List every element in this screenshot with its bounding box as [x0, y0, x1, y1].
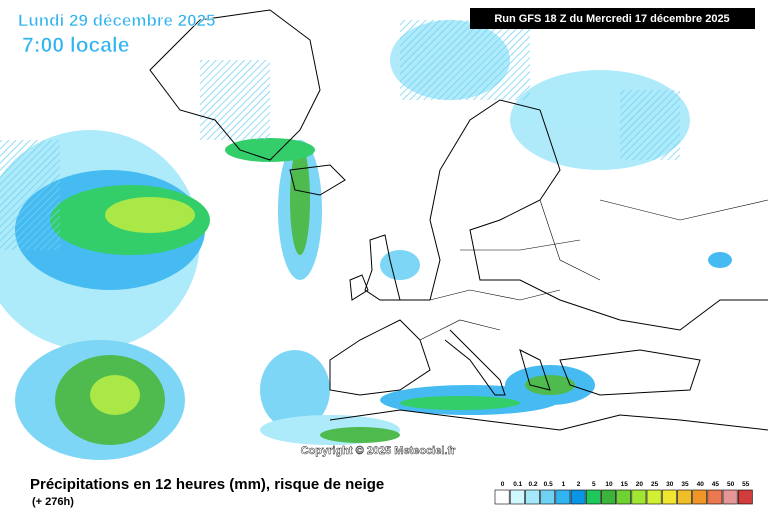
legend-swatch	[661, 489, 677, 505]
legend-swatch	[737, 489, 753, 505]
legend-swatch	[570, 489, 586, 505]
legend-swatch	[677, 489, 692, 505]
legend-label: 1	[562, 481, 566, 488]
legend-swatch	[707, 489, 723, 505]
legend-label: 20	[636, 481, 644, 488]
legend-label: 45	[712, 481, 720, 488]
legend-label: 35	[681, 481, 689, 488]
legend-swatch	[646, 489, 662, 505]
legend-label: 25	[651, 481, 659, 488]
forecast-time: 7:00 locale	[22, 34, 129, 57]
legend-swatch	[585, 489, 601, 505]
legend-label: 5	[592, 481, 596, 488]
legend-label: 15	[621, 481, 629, 488]
legend: 0 0.1 0.2 0.5 1 2 5 10 15 20 25 30 35 40 45 50 55	[494, 481, 753, 505]
run-box	[470, 8, 755, 29]
legend-swatch	[631, 489, 647, 505]
legend-label: 2	[577, 481, 581, 488]
legend-swatch	[616, 489, 632, 505]
forecast-date: Lundi 29 décembre 2025	[18, 11, 215, 30]
legend-label: 55	[742, 481, 750, 488]
legend-label: 0.1	[513, 481, 522, 488]
footer-title: Précipitations en 12 heures (mm), risque…	[30, 476, 384, 493]
lead-time: (+ 276h)	[32, 496, 74, 508]
legend-swatch	[525, 489, 540, 505]
legend-label: 0.2	[528, 481, 537, 488]
legend-swatch	[692, 489, 708, 505]
legend-swatch	[494, 489, 510, 505]
legend-label: 40	[697, 481, 705, 488]
legend-label: 50	[727, 481, 735, 488]
legend-label: 10	[605, 481, 613, 488]
legend-swatch	[601, 489, 616, 505]
legend-swatch	[540, 489, 556, 505]
legend-swatch	[722, 489, 738, 505]
legend-label: 30	[666, 481, 674, 488]
legend-label: 0	[501, 481, 505, 488]
map	[0, 9, 768, 460]
legend-label: 0.5	[544, 481, 553, 488]
run-label: Run GFS 18 Z du Mercredi 17 décembre 202…	[494, 13, 729, 25]
copyright: Copyright © 2025 Meteociel.fr	[301, 445, 457, 457]
legend-swatch	[555, 489, 571, 505]
legend-swatch	[509, 489, 525, 505]
